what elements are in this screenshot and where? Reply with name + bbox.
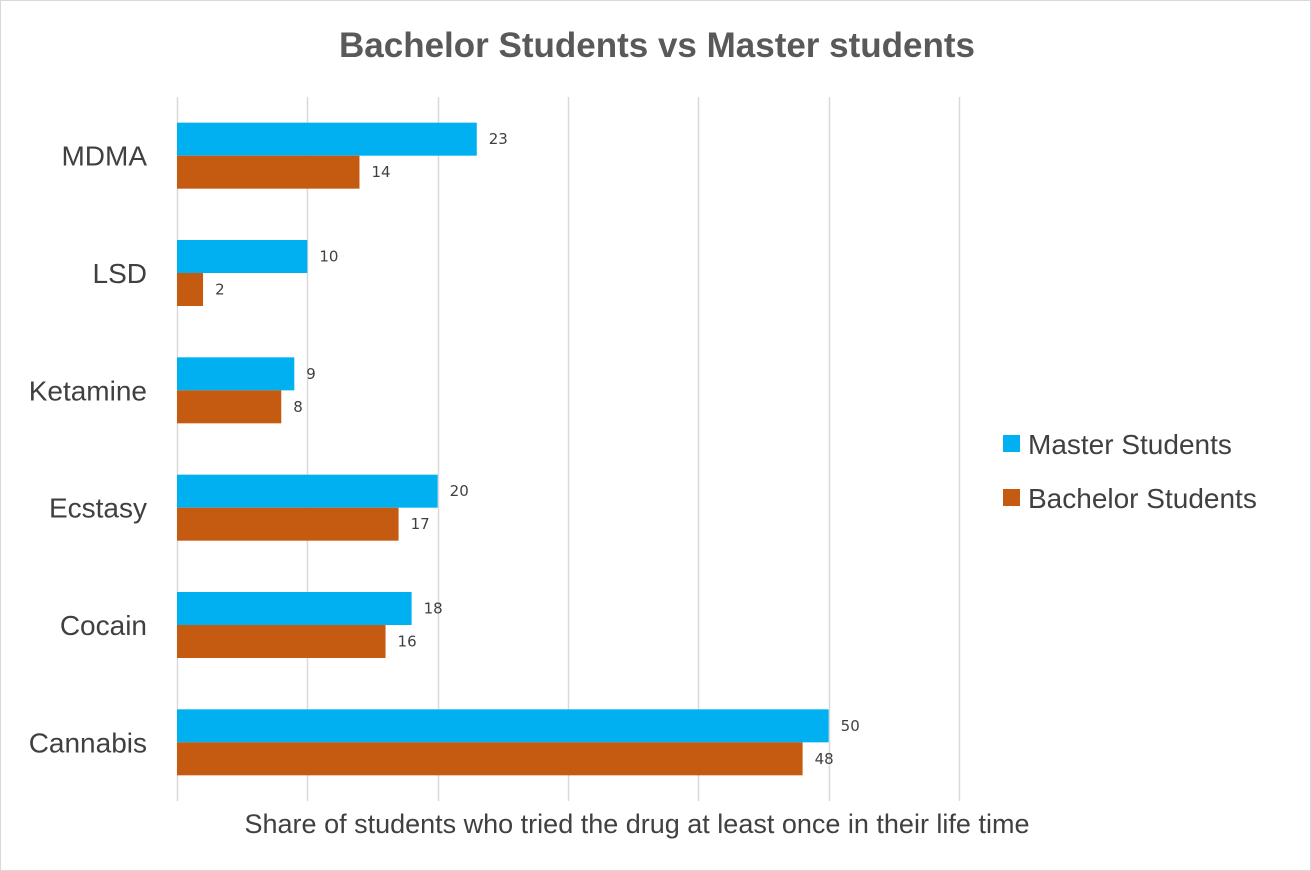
category-label: MDMA (61, 141, 147, 172)
data-label: 16 (398, 633, 417, 651)
data-label: 8 (293, 398, 303, 416)
data-label: 2 (215, 281, 225, 299)
legend-swatch (1003, 435, 1020, 452)
data-label: 10 (319, 248, 338, 266)
legend-label: Master Students (1028, 429, 1232, 460)
bar-ketamine-master (177, 357, 295, 391)
data-label: 17 (411, 515, 430, 533)
data-label: 20 (450, 482, 469, 500)
data-label: 18 (424, 600, 443, 618)
category-label: Ketamine (29, 375, 147, 406)
bar-lsd-bachelor (177, 273, 204, 306)
bar-lsd-master (177, 240, 308, 273)
bar-mdma-bachelor (177, 155, 360, 189)
bar-cocain-bachelor (177, 625, 386, 658)
data-labels: 23 14 10 2 98 20 17 18 16 50 48 (215, 130, 860, 768)
data-label: 50 (841, 717, 860, 735)
data-label: 14 (371, 163, 390, 181)
category-label: Cannabis (29, 727, 147, 758)
category-label: Cocain (60, 610, 147, 641)
bar-cocain-master (177, 592, 412, 625)
category-label: LSD (93, 258, 147, 289)
bar-mdma-master (177, 122, 477, 156)
bar-cannabis-master (177, 709, 829, 743)
category-labels: MDMA LSD Ketamine Ecstasy Cocain Cannabis (29, 141, 148, 759)
category-label: Ecstasy (49, 493, 147, 524)
chart-title: Bachelor Students vs Master students (339, 26, 975, 65)
bar-cannabis-bachelor (177, 742, 803, 776)
legend: Master Students Bachelor Students (1003, 429, 1257, 514)
data-label: 23 (489, 130, 508, 148)
legend-label: Bachelor Students (1028, 483, 1257, 514)
gridlines (176, 97, 961, 801)
bar-ecstasy-bachelor (177, 507, 399, 541)
data-label: 9 (306, 365, 316, 383)
x-axis-title: Share of students who tried the drug at … (245, 809, 1030, 839)
bar-ketamine-bachelor (177, 390, 282, 424)
legend-swatch (1003, 489, 1020, 506)
data-label: 48 (815, 750, 834, 768)
bar-ecstasy-master (177, 474, 438, 508)
bars (177, 122, 829, 776)
